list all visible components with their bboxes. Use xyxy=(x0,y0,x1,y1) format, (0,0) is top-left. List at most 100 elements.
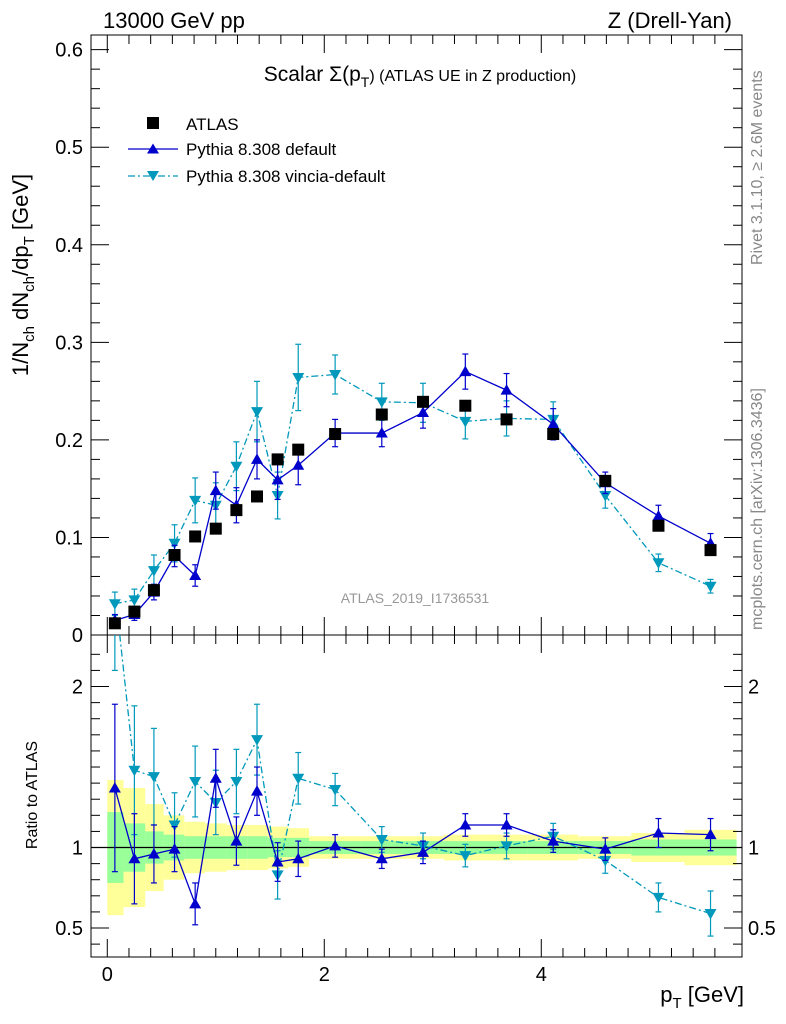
plot-title: Scalar Σ(pT) (ATLAS UE in Z production) xyxy=(264,63,576,90)
ratio-default-point-3 xyxy=(168,843,181,854)
ratio-vincia-point-7 xyxy=(251,735,264,746)
plot-title-a: Scalar Σ(p xyxy=(264,63,361,86)
series-atlas-point-14 xyxy=(500,413,513,426)
ratio-vincia-point-4 xyxy=(189,777,202,788)
ratio-default-point-11 xyxy=(375,852,388,864)
ylabel-d: [GeV] xyxy=(8,174,33,236)
series-vincia-point-6 xyxy=(230,461,243,473)
main-ytick-label-4: 0.4 xyxy=(55,235,83,257)
series-default-point-7 xyxy=(251,453,264,464)
ratio-default-point-12 xyxy=(417,846,430,857)
rivet-version-note: Rivet 3.1.10, ≥ 2.6M events xyxy=(749,70,766,265)
plot-title-sub: T xyxy=(361,74,370,90)
ratio-panel: 0.5 0.5 1 1 2 2 0 2 4 Ratio to ATLAS pT [GeV] xyxy=(24,634,776,1012)
series-vincia-point-10 xyxy=(329,370,342,381)
ratio-default-point-2 xyxy=(147,847,160,859)
ratio-xtick-label-1: 2 xyxy=(319,964,330,986)
main-ytick-label-5: 0.5 xyxy=(55,137,83,159)
ratio-vincia-point-9 xyxy=(292,773,305,785)
ratio-ytick-label-right-0: 0.5 xyxy=(748,918,776,940)
ratio-ytick-label-left-1: 1 xyxy=(72,838,83,860)
series-atlas-point-18 xyxy=(704,544,717,557)
ratio-default-point-10 xyxy=(329,839,342,851)
ylabel-s3: T xyxy=(21,236,38,245)
main-ytick-label-1: 0.1 xyxy=(55,527,83,549)
ylabel-b: dN xyxy=(8,292,33,326)
ratio-default-point-5 xyxy=(209,772,222,783)
ratio-default-point-1 xyxy=(128,852,141,864)
main-ytick-label-6: 0.6 xyxy=(55,40,83,62)
ratio-plot-area xyxy=(91,635,742,937)
legend-default-marker xyxy=(147,143,159,154)
header-left: 13000 GeV pp xyxy=(103,8,245,33)
ratio-default-point-13 xyxy=(459,818,472,830)
series-atlas-point-17 xyxy=(652,519,665,532)
series-default-point-17 xyxy=(652,509,665,521)
series-vincia-line xyxy=(114,373,711,605)
series-vincia-point-0 xyxy=(108,599,121,610)
analysis-watermark: ATLAS_2019_I1736531 xyxy=(341,590,490,606)
legend-atlas-marker xyxy=(147,117,159,129)
series-vincia-point-13 xyxy=(459,416,472,428)
main-panel: 00.10.20.30.40.50.6 Scalar Σ(pT) (ATLAS … xyxy=(8,34,743,647)
legend-default-label: Pythia 8.308 default xyxy=(186,140,337,159)
series-vincia-point-3 xyxy=(168,538,181,550)
header-right: Z (Drell-Yan) xyxy=(608,8,732,33)
ratio-ytick-label-left-0: 0.5 xyxy=(55,918,83,940)
ratio-default-point-7 xyxy=(251,785,264,796)
ratio-ytick-label-left-2: 2 xyxy=(72,677,83,699)
series-vincia-point-2 xyxy=(147,566,160,577)
main-ytick-label-2: 0.2 xyxy=(55,430,83,452)
ratio-y-axis-label: Ratio to ATLAS xyxy=(24,741,41,849)
ratio-default-point-4 xyxy=(189,897,202,909)
series-atlas-point-11 xyxy=(375,408,388,421)
legend: ATLAS Pythia 8.308 default Pythia 8.308 … xyxy=(128,115,386,186)
ratio-vincia-point-10 xyxy=(329,785,342,796)
ratio-default-point-16 xyxy=(599,843,612,854)
xlabel-sub: T xyxy=(672,995,681,1012)
series-default-point-14 xyxy=(500,384,513,395)
ratio-xtick-label-2: 4 xyxy=(536,964,547,986)
x-axis-label: pT [GeV] xyxy=(660,982,744,1012)
series-atlas-point-5 xyxy=(209,522,222,535)
main-content xyxy=(108,343,717,630)
series-vincia-point-7 xyxy=(251,407,264,418)
series-vincia-point-11 xyxy=(375,397,388,408)
ratio-default-point-8 xyxy=(271,856,284,867)
series-default-point-5 xyxy=(209,484,222,496)
series-default-point-12 xyxy=(417,406,430,418)
ratio-vincia-point-3 xyxy=(168,820,181,831)
ylabel-a: 1/N xyxy=(8,342,33,376)
ratio-ytick-label-right-2: 2 xyxy=(748,677,759,699)
series-default-line xyxy=(114,370,711,621)
ratio-vincia-point-16 xyxy=(599,855,612,867)
series-atlas-point-16 xyxy=(599,474,612,487)
ratio-content xyxy=(91,635,742,937)
series-atlas-point-9 xyxy=(292,443,305,456)
ratio-vincia-point-18 xyxy=(704,909,717,920)
ratio-default-point-6 xyxy=(230,835,243,846)
xlabel-a: p xyxy=(660,982,672,1007)
ratio-vincia-point-14 xyxy=(500,841,513,852)
series-default-point-8 xyxy=(271,473,284,485)
series-default-point-4 xyxy=(189,569,202,580)
series-atlas-point-2 xyxy=(147,584,160,597)
main-y-axis-label: 1/Nch dNch/dpT [GeV] xyxy=(8,174,38,376)
series-vincia-point-9 xyxy=(292,372,305,384)
series-vincia-point-4 xyxy=(189,495,202,507)
series-atlas-point-10 xyxy=(329,428,342,441)
series-atlas-point-8 xyxy=(271,453,284,466)
ratio-default-point-14 xyxy=(500,818,513,830)
ratio-vincia-point-1 xyxy=(128,765,141,777)
ratio-vincia-point-11 xyxy=(375,834,388,846)
legend-vincia-label: Pythia 8.308 vincia-default xyxy=(186,167,386,186)
series-atlas-point-1 xyxy=(128,605,141,618)
xlabel-b: [GeV] xyxy=(682,982,744,1007)
ratio-default-point-15 xyxy=(547,835,560,846)
series-atlas-point-0 xyxy=(108,617,121,630)
mcplots-reference: mcplots.cern.ch [arXiv:1306.3436] xyxy=(749,388,766,630)
legend-vincia-marker xyxy=(147,171,159,181)
main-ytick-label-0: 0 xyxy=(72,625,83,647)
legend-atlas-label: ATLAS xyxy=(186,115,239,134)
